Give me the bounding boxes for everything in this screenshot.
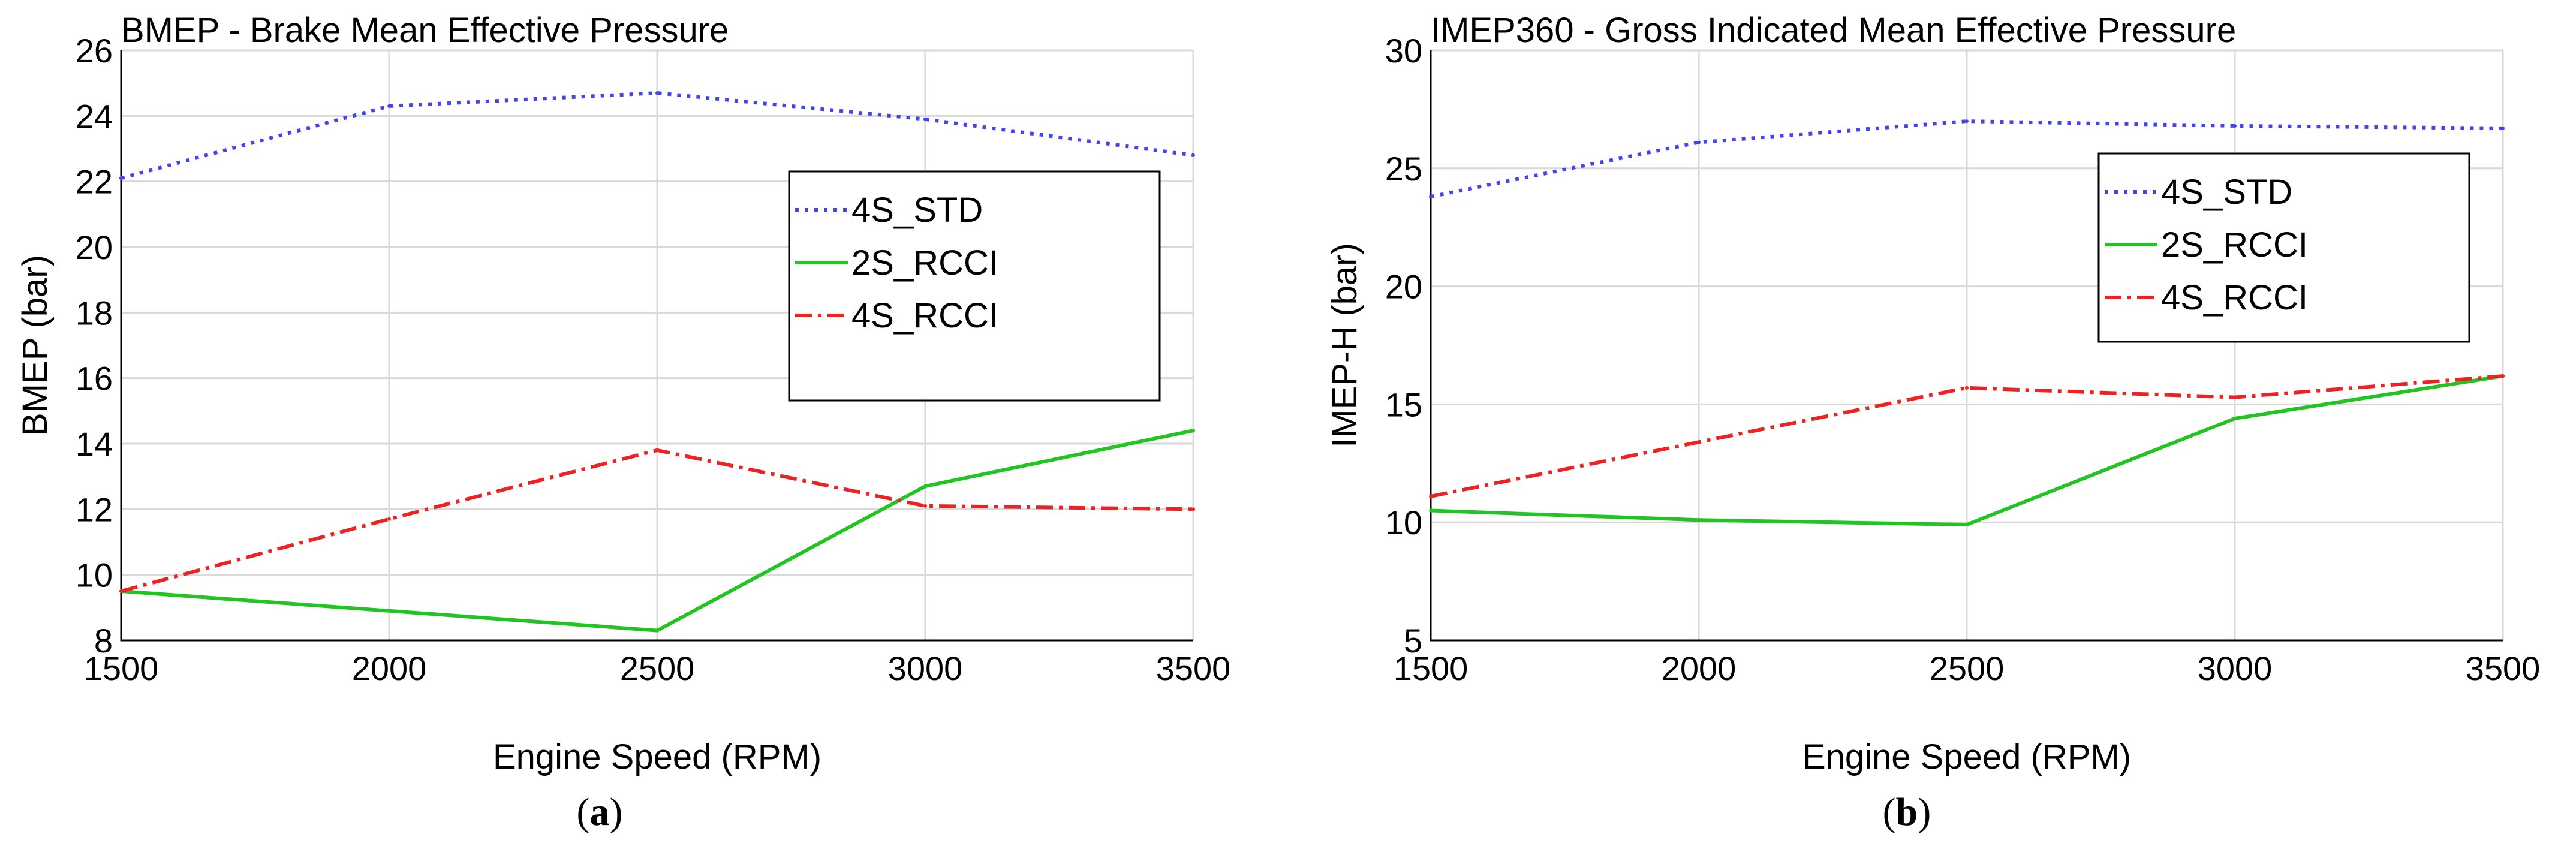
x-axis-label: Engine Speed (RPM) [493,737,821,776]
series-line-4S_STD [1430,119,2503,198]
data-point-2S_RCCI [1697,518,1701,522]
legend: 4S_STD 2S_RCCI 4S_RCCI [2097,152,2470,343]
data-point-4S_STD [1965,119,1969,124]
data-point-4S_STD [387,104,391,108]
y-tick-label: 24 [76,97,113,135]
data-point-4S_RCCI [1697,440,1701,444]
data-point-2S_RCCI [387,609,391,613]
data-point-4S_RCCI [1965,386,1969,390]
subfigure-caption: (a) [577,790,623,834]
y-axis-label: BMEP (bar) [16,255,55,436]
y-tick-label: 16 [76,360,113,398]
data-point-4S_RCCI [387,517,391,521]
x-tick-label: 1500 [1394,649,1468,687]
y-tick-label: 20 [1385,268,1422,306]
chart-title: IMEP360 - Gross Indicated Mean Effective… [1431,11,2236,50]
data-point-2S_RCCI [923,484,927,489]
x-tick-label: 2500 [1930,649,2005,687]
data-point-4S_STD [2233,124,2237,128]
data-point-4S_STD [1697,140,1701,144]
x-tick-label: 2000 [1662,649,1737,687]
subfigure-caption: (b) [1883,790,1931,834]
legend-label-2S_RCCI: 2S_RCCI [851,243,998,282]
legend-box [788,170,1161,402]
y-tick-label: 14 [76,425,113,463]
data-point-4S_RCCI [923,504,927,508]
data-point-4S_STD [2501,126,2505,130]
legend-label-4S_STD: 4S_STD [2161,173,2292,212]
legend-box [2097,152,2470,343]
axes-frame [1430,50,2503,642]
legend-label-4S_RCCI: 4S_RCCI [2161,278,2308,317]
data-point-4S_STD [1429,195,1433,199]
x-tick-label: 1500 [84,649,159,687]
x-tick-label: 2500 [620,649,695,687]
y-tick-label: 12 [76,490,113,528]
x-tick-label: 2000 [352,649,427,687]
y-tick-label: 15 [1385,386,1422,423]
data-point-4S_STD [1191,153,1195,157]
y-tick-label: 30 [1385,32,1422,70]
legend-label-4S_STD: 4S_STD [851,191,983,230]
y-tick-label: 10 [1385,504,1422,541]
x-tick-label: 3500 [1156,649,1231,687]
data-point-2S_RCCI [1191,429,1195,433]
y-tick-label: 25 [1385,150,1422,188]
data-point-2S_RCCI [1429,508,1433,513]
data-point-4S_RCCI [2233,395,2237,399]
data-point-4S_STD [119,176,123,180]
x-tick-label: 3500 [2466,649,2541,687]
x-tick-label: 3000 [888,649,963,687]
data-point-4S_RCCI [1429,494,1433,498]
y-tick-label: 10 [76,556,113,594]
y-tick-label: 20 [76,228,113,266]
chart-a: 1500 2000 2500 3000 35008101214161820222426B… [16,11,1230,834]
y-axis-label: IMEP-H (bar) [1325,243,1364,448]
data-point-2S_RCCI [2233,417,2237,421]
legend-label-2S_RCCI: 2S_RCCI [2161,225,2308,264]
legend-label-4S_RCCI: 4S_RCCI [851,296,998,335]
legend: 4S_STD 2S_RCCI 4S_RCCI [788,170,1161,402]
y-tick-label: 8 [94,622,113,660]
data-point-4S_RCCI [119,589,123,593]
data-point-4S_RCCI [655,448,659,452]
y-tick-label: 26 [76,32,113,70]
axes-frame [120,50,1193,642]
data-point-2S_RCCI [1965,523,1969,527]
y-tick-label: 18 [76,294,113,332]
data-point-4S_RCCI [1191,507,1195,511]
data-point-4S_RCCI [2501,374,2505,378]
y-tick-label: 22 [76,163,113,201]
data-point-4S_STD [923,117,927,121]
y-tick-label: 5 [1404,622,1422,660]
x-axis-label: Engine Speed (RPM) [1802,737,2131,776]
data-point-2S_RCCI [655,628,659,633]
chart-title: BMEP - Brake Mean Effective Pressure [121,11,729,50]
x-tick-label: 3000 [2198,649,2273,687]
data-point-4S_STD [655,91,659,95]
series-line-4S_STD [121,91,1194,180]
